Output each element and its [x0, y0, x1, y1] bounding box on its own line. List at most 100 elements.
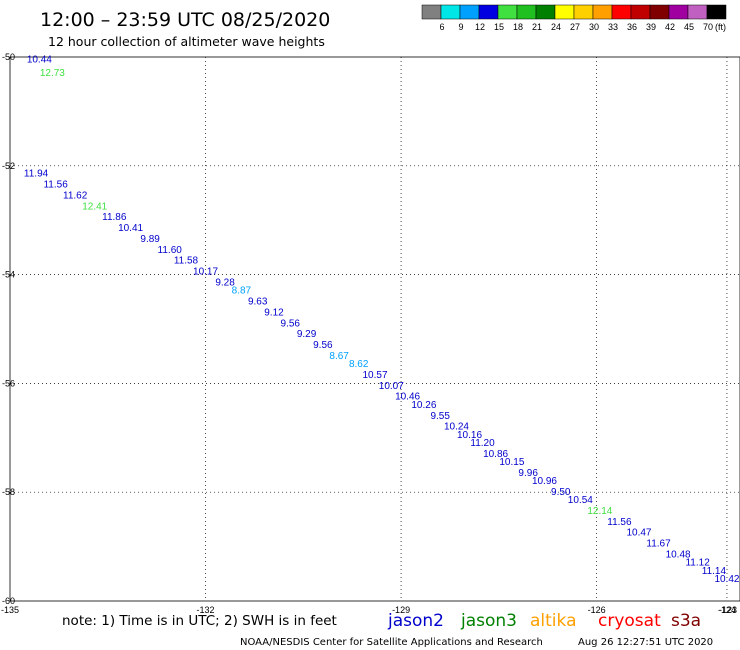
wave-height-label: 11.62 [63, 190, 88, 201]
wave-height-label: 9.29 [297, 329, 317, 340]
wave-height-label: 9.63 [248, 297, 268, 308]
wave-height-label: 11.56 [607, 517, 632, 528]
colorbar-swatch [497, 4, 518, 20]
wave-height-label: 9.89 [140, 234, 160, 245]
wave-height-label: 10.16 [457, 430, 482, 441]
colorbar-swatch [687, 4, 708, 20]
wave-height-label: 10.57 [362, 370, 387, 381]
colorbar-unit-label: (ft) [715, 22, 726, 32]
wave-height-label: 10.24 [444, 422, 469, 433]
chart-title: 12:00 – 23:59 UTC 08/25/2020 [40, 9, 330, 31]
colorbar-tick-label: 33 [608, 22, 618, 32]
colorbar-swatch [630, 4, 651, 20]
colorbar-swatch [592, 4, 613, 20]
x-tick-label: -124 [718, 605, 736, 615]
colorbar-swatch [516, 4, 537, 20]
wave-height-label: 10.07 [379, 381, 404, 392]
satellite-legend-label: jason2 [387, 611, 444, 631]
wave-height-label: 12.73 [40, 68, 65, 79]
colorbar-tick-label: 39 [646, 22, 656, 32]
wave-height-label: 10.26 [411, 400, 436, 411]
wave-height-label: 10.44 [27, 54, 52, 65]
wave-height-label: 9.50 [551, 487, 571, 498]
colorbar-swatch [478, 4, 499, 20]
wave-height-label: 9.56 [313, 340, 333, 351]
wave-height-label: 11.12 [685, 558, 710, 569]
colorbar-swatch [459, 4, 480, 20]
plot-frame [9, 56, 740, 602]
y-tick-label: -52 [2, 161, 15, 171]
wave-height-label: 11.14 [702, 566, 727, 577]
colorbar-swatch [440, 4, 461, 20]
chart-axes: -50 -52 -54 -56 -58 -60-135 -132 -129 -126 -123-1… [1, 52, 740, 615]
wave-height-label: 11.67 [646, 539, 671, 550]
x-tick-label: -135 [1, 605, 19, 615]
wave-height-label: 9.28 [215, 277, 235, 288]
wave-height-label: 8.87 [232, 286, 252, 297]
footer-timestamp: Aug 26 12:27:51 UTC 2020 [578, 637, 713, 648]
wave-height-label: 9.12 [264, 307, 284, 318]
y-tick-label: -56 [2, 378, 15, 388]
wave-height-label: 10.15 [499, 457, 524, 468]
y-tick-label: -58 [2, 487, 15, 497]
wave-height-label: 12.14 [587, 506, 612, 517]
wave-height-label: 12.41 [82, 201, 107, 212]
x-tick-label: -126 [588, 605, 606, 615]
wave-height-label: 10.46 [395, 392, 420, 403]
wave-height-label: 9.55 [430, 411, 450, 422]
colorbar-tick-label: 70 [703, 22, 713, 32]
colorbar-tick-label: 42 [665, 22, 675, 32]
colorbar-tick-label: 24 [551, 22, 561, 32]
wave-height-label: 9.56 [281, 318, 301, 329]
satellite-legend-label: s3a [671, 611, 701, 631]
colorbar-tick-label: 12 [475, 22, 485, 32]
colorbar-swatch [535, 4, 556, 20]
wave-height-label: 10.47 [626, 528, 651, 539]
colorbar-tick-label: 45 [684, 22, 694, 32]
chart-subtitle: 12 hour collection of altimeter wave hei… [48, 34, 325, 49]
footer-credit: NOAA/NESDIS Center for Satellite Applica… [240, 637, 543, 648]
colorbar-tick-label: 21 [532, 22, 542, 32]
wave-height-label: 10.48 [666, 549, 691, 560]
chart-marks: 10.4412.7311.9411.5611.6212.4111.8610.41… [24, 54, 740, 585]
colorbar-swatch [611, 4, 632, 20]
wave-height-label: 11.58 [174, 256, 199, 267]
colorbar-tick-label: 6 [439, 22, 444, 32]
colorbar-tick-label: 9 [458, 22, 463, 32]
wave-height-label: 10.96 [532, 476, 557, 487]
wave-height-label: 10.54 [568, 495, 593, 506]
wave-height-label: 10.17 [193, 267, 218, 278]
x-tick-label: -129 [392, 605, 410, 615]
x-tick-label: -132 [197, 605, 215, 615]
satellite-legend-label: altika [530, 611, 577, 631]
colorbar-legend: 6 9 12 15 18 21 24 27 30 33 36 39 42 45 70 [421, 4, 727, 32]
wave-height-label: 10.41 [118, 223, 143, 234]
wave-height-label: 8.62 [349, 359, 369, 370]
wave-height-label: 11.86 [102, 212, 127, 223]
wave-height-label: 11.20 [470, 438, 495, 449]
wave-height-label: 9.96 [518, 468, 538, 479]
y-tick-label: -54 [2, 270, 15, 280]
wave-height-label: 10.42 [714, 574, 739, 585]
colorbar-swatch [573, 4, 594, 20]
colorbar-swatch [649, 4, 670, 20]
colorbar-swatch [554, 4, 575, 20]
colorbar-tick-label: 15 [494, 22, 504, 32]
y-tick-label: -60 [2, 596, 15, 606]
y-tick-label: -50 [2, 52, 15, 62]
wave-height-label: 11.60 [158, 245, 183, 256]
colorbar-tick-label: 36 [627, 22, 637, 32]
satellite-legend: jason2 jason3 altika cryosat s3a [387, 611, 701, 631]
wave-height-label: 11.56 [43, 180, 68, 191]
chart-grid [10, 57, 740, 601]
x-tick-label: -123 [719, 605, 737, 615]
satellite-legend-label: jason3 [460, 611, 517, 631]
wave-height-label: 8.67 [329, 351, 349, 362]
colorbar-tick-label: 18 [513, 22, 523, 32]
colorbar-swatch [706, 4, 727, 20]
wave-height-label: 11.94 [24, 169, 49, 180]
colorbar-swatch [668, 4, 689, 20]
colorbar-tick-label: 27 [570, 22, 580, 32]
colorbar-swatch [421, 4, 442, 20]
